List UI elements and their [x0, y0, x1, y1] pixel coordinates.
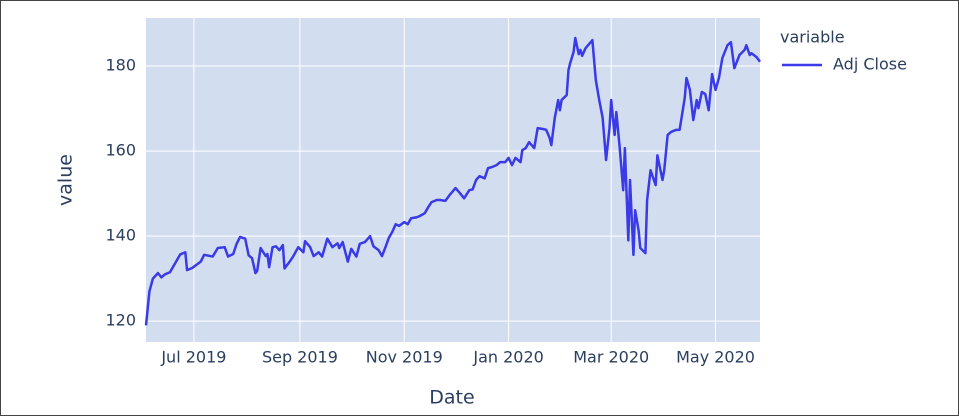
- plot-area: [146, 18, 760, 342]
- y-tick-label: 160: [105, 141, 136, 160]
- x-tick-label: Nov 2019: [366, 348, 443, 367]
- legend-title: variable: [780, 28, 845, 47]
- x-tick-label: Sep 2019: [262, 348, 338, 367]
- line: [144, 36, 762, 326]
- y-tick-label: 140: [105, 226, 136, 245]
- x-tick-label: Mar 2020: [573, 348, 649, 367]
- y-tick-label: 180: [105, 56, 136, 75]
- x-tick-label: Jan 2020: [472, 348, 543, 367]
- legend-label: Adj Close: [833, 55, 907, 74]
- y-tick-label: 120: [105, 311, 136, 330]
- x-tick-label: May 2020: [676, 348, 755, 367]
- y-axis-label: value: [55, 154, 77, 206]
- x-tick-label: Jul 2019: [160, 348, 226, 367]
- x-axis-label: Date: [429, 387, 474, 409]
